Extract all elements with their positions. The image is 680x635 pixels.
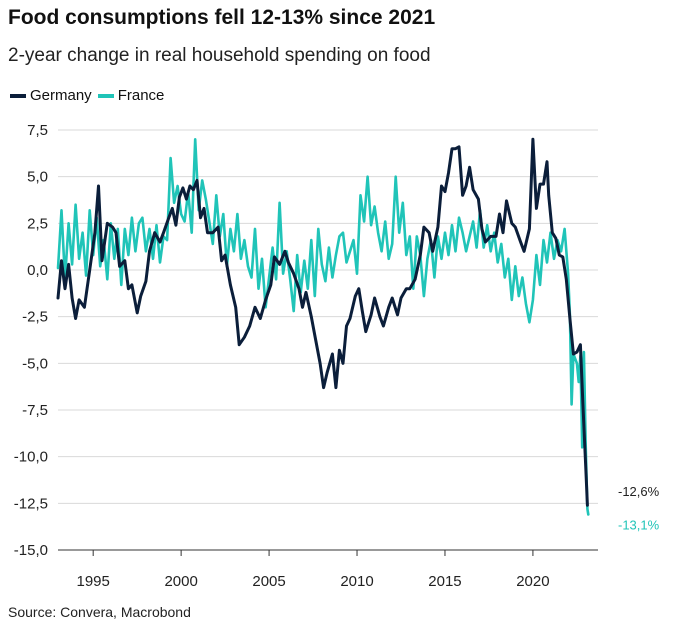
legend-label-germany: Germany (30, 87, 92, 104)
x-tick-label: 2015 (428, 573, 461, 590)
legend-item-germany: Germany (10, 87, 92, 104)
y-tick-label: -15,0 (14, 542, 48, 559)
chart-title: Food consumptions fell 12-13% since 2021 (8, 6, 436, 29)
series-line-france (56, 138, 590, 516)
legend-swatch-france (97, 93, 114, 98)
x-tick-label: 2000 (164, 573, 197, 590)
x-tick-label: 2010 (340, 573, 373, 590)
legend-swatch-germany (10, 93, 26, 98)
y-tick-label: -5,0 (22, 355, 48, 372)
legend: Germany France (10, 87, 170, 104)
y-tick-label: -12,5 (14, 495, 48, 512)
legend-label-france: France (117, 87, 165, 104)
y-tick-label: 0,0 (27, 262, 48, 279)
y-tick-label: -10,0 (14, 449, 48, 466)
y-tick-label: 7,5 (27, 122, 48, 139)
source-note: Source: Convera, Macrobond (8, 604, 191, 620)
y-tick-label: 5,0 (27, 169, 48, 186)
y-tick-label: 2,5 (27, 215, 48, 232)
y-tick-label: -2,5 (22, 309, 48, 326)
y-tick-label: -7,5 (22, 402, 48, 419)
legend-item-france: France (97, 87, 165, 104)
x-tick-label: 1995 (76, 573, 109, 590)
end-label-germany: -12,6% (618, 484, 660, 499)
series-line-germany (56, 137, 589, 507)
end-label-france: -13,1% (618, 518, 660, 533)
x-tick-label: 2020 (516, 573, 549, 590)
x-tick-label: 2005 (252, 573, 285, 590)
chart-subtitle: 2-year change in real household spending… (8, 45, 431, 66)
